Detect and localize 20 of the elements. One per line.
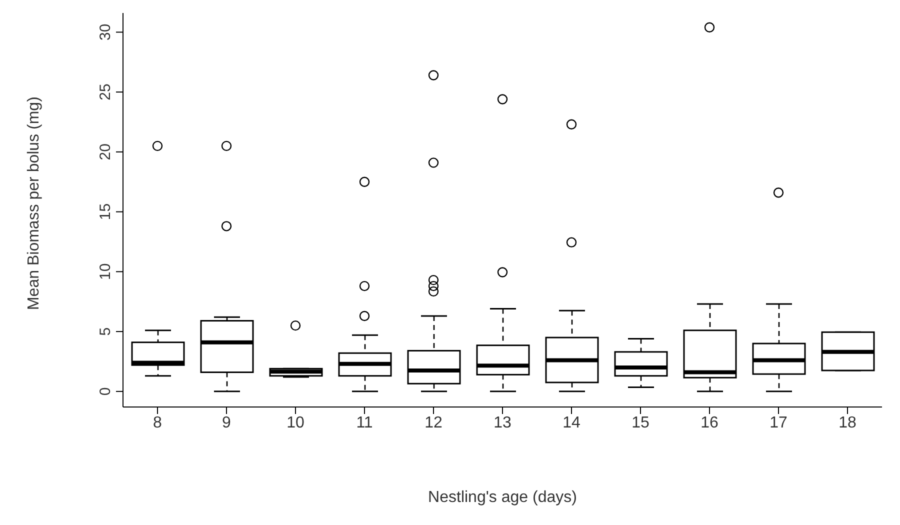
x-tick-label: 12 bbox=[424, 414, 442, 432]
x-axis-title: Nestling's age (days) bbox=[428, 489, 577, 506]
x-tick-label: 10 bbox=[286, 414, 304, 432]
x-tick-label: 13 bbox=[494, 414, 512, 432]
y-tick-label: 20 bbox=[97, 144, 114, 160]
x-tick-label: 17 bbox=[770, 414, 788, 432]
y-tick-label: 15 bbox=[97, 203, 114, 220]
x-tick-label: 14 bbox=[562, 414, 580, 432]
x-tick-label: 8 bbox=[153, 414, 162, 432]
x-tick-label: 9 bbox=[222, 414, 232, 432]
y-axis-title: Mean Biomass per bolus (mg) bbox=[26, 96, 43, 310]
x-tick-label: 16 bbox=[700, 414, 718, 432]
y-tick-label: 30 bbox=[97, 24, 114, 41]
x-tick-label: 15 bbox=[632, 414, 650, 432]
y-tick-label: 5 bbox=[97, 327, 114, 336]
y-tick-label: 10 bbox=[97, 263, 114, 280]
x-tick-label: 11 bbox=[356, 414, 373, 432]
x-tick-label: 18 bbox=[838, 414, 856, 432]
y-tick-label: 0 bbox=[97, 387, 114, 396]
y-tick-label: 25 bbox=[97, 84, 114, 100]
